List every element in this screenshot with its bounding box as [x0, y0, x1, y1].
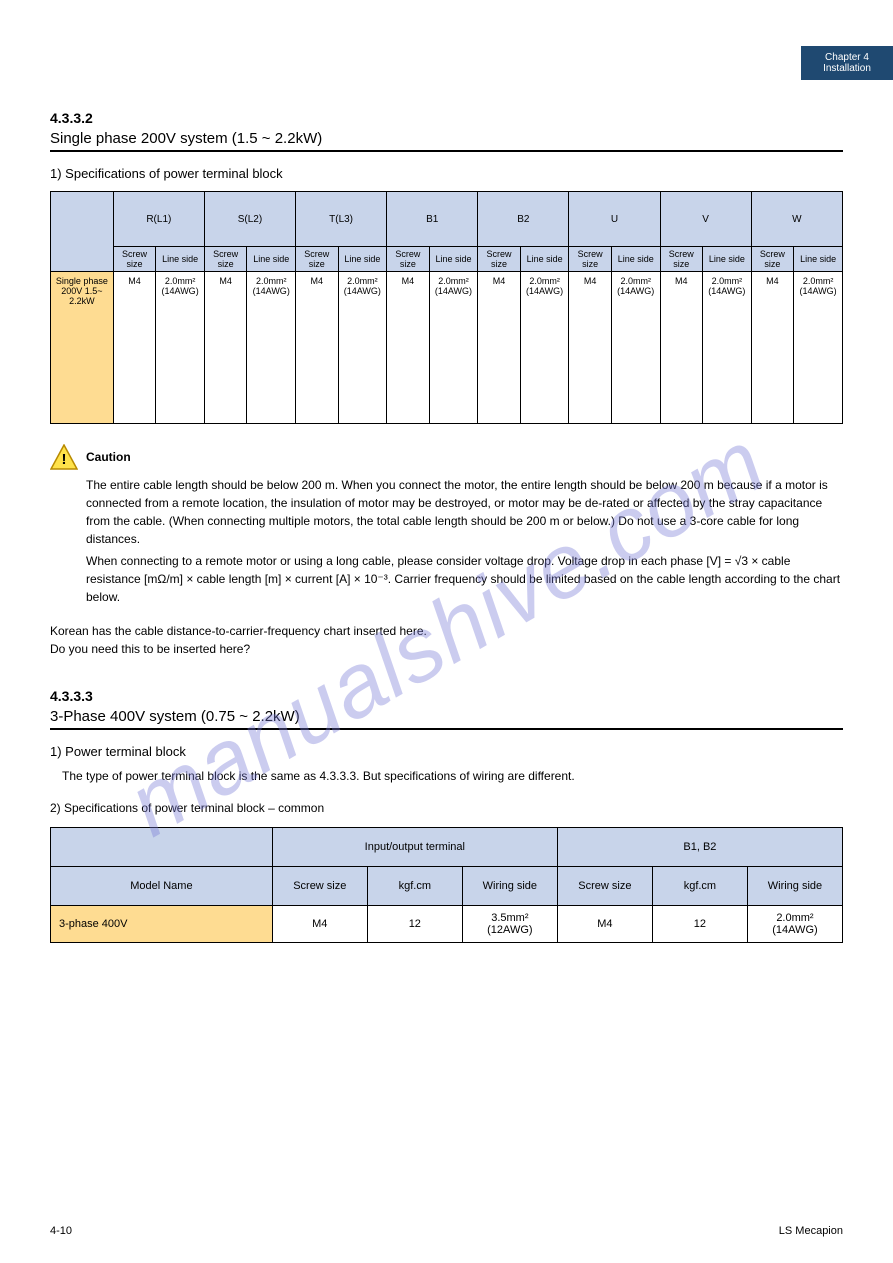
t2-row-label: 3-phase 400V [51, 906, 273, 943]
sec1-sub: 1) Specifications of power terminal bloc… [50, 166, 843, 181]
t1-c0a: M4 [113, 272, 156, 424]
t1-row-label: Single phase 200V 1.5~ 2.2kW [51, 272, 114, 424]
t1-sub-0b: Line side [156, 247, 205, 272]
t2-h-blank [51, 828, 273, 867]
t2-h-b: B1, B2 [557, 828, 842, 867]
sec2-sub-a: 1) Power terminal block [50, 744, 843, 759]
page-footer: 4-10 LS Mecapion [50, 1225, 843, 1237]
t2-c4: 12 [652, 906, 747, 943]
kchart-line-1: Korean has the cable distance-to-carrier… [50, 622, 843, 640]
t1-sub-3b: Line side [429, 247, 478, 272]
t1-c4b: 2.0mm² (14AWG) [520, 272, 569, 424]
caution-label: Caution [86, 448, 131, 466]
t1-sub-3a: Screw size [387, 247, 430, 272]
t1-h3: B1 [387, 192, 478, 247]
power-terminal-table-1: R(L1) S(L2) T(L3) B1 B2 U V W Screw size… [50, 191, 843, 424]
t2-c2: 3.5mm² (12AWG) [462, 906, 557, 943]
t1-c7a: M4 [751, 272, 794, 424]
t1-sub-5b: Line side [611, 247, 660, 272]
t1-c6b: 2.0mm² (14AWG) [703, 272, 752, 424]
t2-c5: 2.0mm² (14AWG) [747, 906, 842, 943]
t1-sub-2b: Line side [338, 247, 387, 272]
t1-c2a: M4 [296, 272, 339, 424]
sec1-title: Single phase 200V system (1.5 ~ 2.2kW) [50, 130, 843, 152]
t1-sub-7a: Screw size [751, 247, 794, 272]
t1-c1b: 2.0mm² (14AWG) [247, 272, 296, 424]
t1-sub-0a: Screw size [113, 247, 156, 272]
t2-h-s5: kgf.cm [652, 867, 747, 906]
t1-sub-5a: Screw size [569, 247, 612, 272]
corner-tab: Chapter 4 Installation [801, 46, 893, 80]
t1-sub-7b: Line side [794, 247, 843, 272]
t1-sub-4a: Screw size [478, 247, 521, 272]
footer-right: LS Mecapion [779, 1225, 843, 1237]
caution-line-1: When connecting to a remote motor or usi… [86, 552, 843, 606]
t1-sub-4b: Line side [520, 247, 569, 272]
t1-c4a: M4 [478, 272, 521, 424]
t1-h2: T(L3) [296, 192, 387, 247]
sec2-num: 4.3.3.3 [50, 688, 843, 704]
t1-h4: B2 [478, 192, 569, 247]
t1-c0b: 2.0mm² (14AWG) [156, 272, 205, 424]
footer-left: 4-10 [50, 1225, 72, 1237]
t1-h1: S(L2) [204, 192, 295, 247]
t2-h-model: Model Name [51, 867, 273, 906]
t1-corner [51, 192, 114, 272]
sec2-sub-b: 2) Specifications of power terminal bloc… [50, 801, 843, 815]
t2-h-s6: Wiring side [747, 867, 842, 906]
sec1-num: 4.3.3.2 [50, 110, 843, 126]
caution-icon: ! [50, 444, 78, 470]
t2-c0: M4 [272, 906, 367, 943]
t2-h-s2: kgf.cm [367, 867, 462, 906]
t2-h-s1: Screw size [272, 867, 367, 906]
page-root: { "corner_tab": "Chapter 4 Installation"… [0, 0, 893, 1263]
t1-c3b: 2.0mm² (14AWG) [429, 272, 478, 424]
t1-h5: U [569, 192, 660, 247]
t2-h-s4: Screw size [557, 867, 652, 906]
t1-sub-6b: Line side [703, 247, 752, 272]
t1-sub-1a: Screw size [204, 247, 247, 272]
t2-h-s3: Wiring side [462, 867, 557, 906]
t1-sub-6a: Screw size [660, 247, 703, 272]
t1-c5a: M4 [569, 272, 612, 424]
t2-h-io: Input/output terminal [272, 828, 557, 867]
t1-h0: R(L1) [113, 192, 204, 247]
svg-text:!: ! [62, 451, 67, 468]
t1-c6a: M4 [660, 272, 703, 424]
sec2-sub-a-body: The type of power terminal block is the … [62, 769, 843, 783]
t1-c3a: M4 [387, 272, 430, 424]
caution-block: ! Caution The entire cable length should… [50, 444, 843, 606]
t1-sub-1b: Line side [247, 247, 296, 272]
t2-c1: 12 [367, 906, 462, 943]
kchart-line-2: Do you need this to be inserted here? [50, 640, 843, 658]
t2-c3: M4 [557, 906, 652, 943]
t1-h7: W [751, 192, 842, 247]
caution-line-0: The entire cable length should be below … [86, 476, 843, 548]
t1-c1a: M4 [204, 272, 247, 424]
t1-c7b: 2.0mm² (14AWG) [794, 272, 843, 424]
t1-sub-2a: Screw size [296, 247, 339, 272]
t1-h6: V [660, 192, 751, 247]
t1-c5b: 2.0mm² (14AWG) [611, 272, 660, 424]
sec2-title: 3-Phase 400V system (0.75 ~ 2.2kW) [50, 708, 843, 730]
power-terminal-table-2: Input/output terminal B1, B2 Model Name … [50, 827, 843, 943]
t1-c2b: 2.0mm² (14AWG) [338, 272, 387, 424]
kchart-note: Korean has the cable distance-to-carrier… [50, 622, 843, 658]
